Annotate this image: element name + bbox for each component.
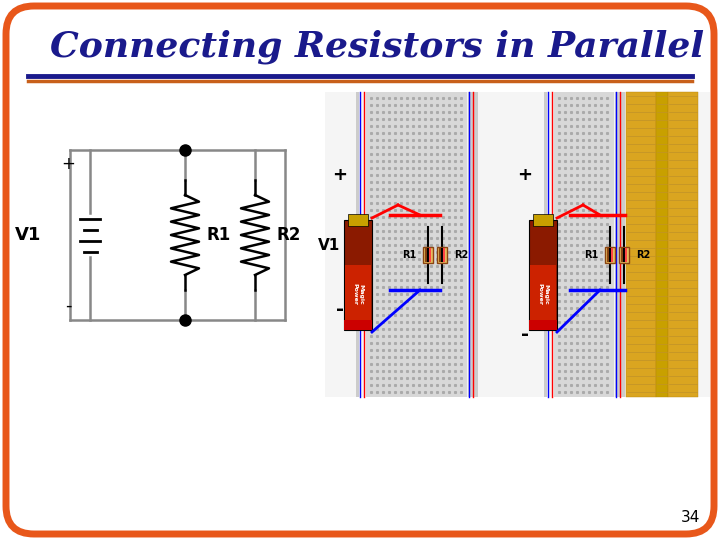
Text: 34: 34 [680, 510, 700, 525]
Text: Magic
Power: Magic Power [353, 283, 364, 305]
Text: +: + [518, 166, 533, 184]
Text: R2: R2 [454, 250, 468, 260]
Bar [469, 92, 479, 397]
Bar [423, 247, 433, 263]
Bar [366, 92, 467, 397]
Text: R1: R1 [584, 250, 598, 260]
Bar [533, 214, 553, 226]
Text: R1: R1 [207, 226, 231, 244]
Text: Connecting Resistors in Parallel: Connecting Resistors in Parallel [50, 30, 704, 64]
Text: R2: R2 [277, 226, 302, 244]
Text: -: - [521, 325, 529, 344]
Bar [554, 92, 614, 397]
Text: R1: R1 [402, 250, 416, 260]
Text: +: + [333, 166, 348, 184]
Bar [615, 92, 625, 397]
Bar [626, 92, 656, 397]
Bar [345, 265, 371, 325]
Bar [530, 265, 556, 325]
Text: -: - [336, 300, 344, 319]
Bar [344, 320, 372, 330]
Bar [544, 92, 547, 397]
Text: V1: V1 [15, 226, 41, 244]
Bar [605, 247, 615, 263]
Text: R2: R2 [636, 250, 650, 260]
Bar [348, 214, 368, 226]
Bar [529, 220, 557, 330]
Text: Magic
Power: Magic Power [538, 283, 549, 305]
Bar [344, 220, 372, 330]
Text: +: + [61, 155, 75, 173]
Bar [325, 92, 510, 397]
Bar [356, 92, 359, 397]
FancyBboxPatch shape [6, 6, 714, 534]
Text: V1: V1 [318, 238, 340, 253]
Bar [510, 92, 710, 397]
Bar [656, 92, 668, 397]
Bar [529, 320, 557, 330]
Bar [619, 247, 629, 263]
Bar [668, 92, 698, 397]
Text: -: - [65, 297, 71, 315]
Bar [437, 247, 447, 263]
